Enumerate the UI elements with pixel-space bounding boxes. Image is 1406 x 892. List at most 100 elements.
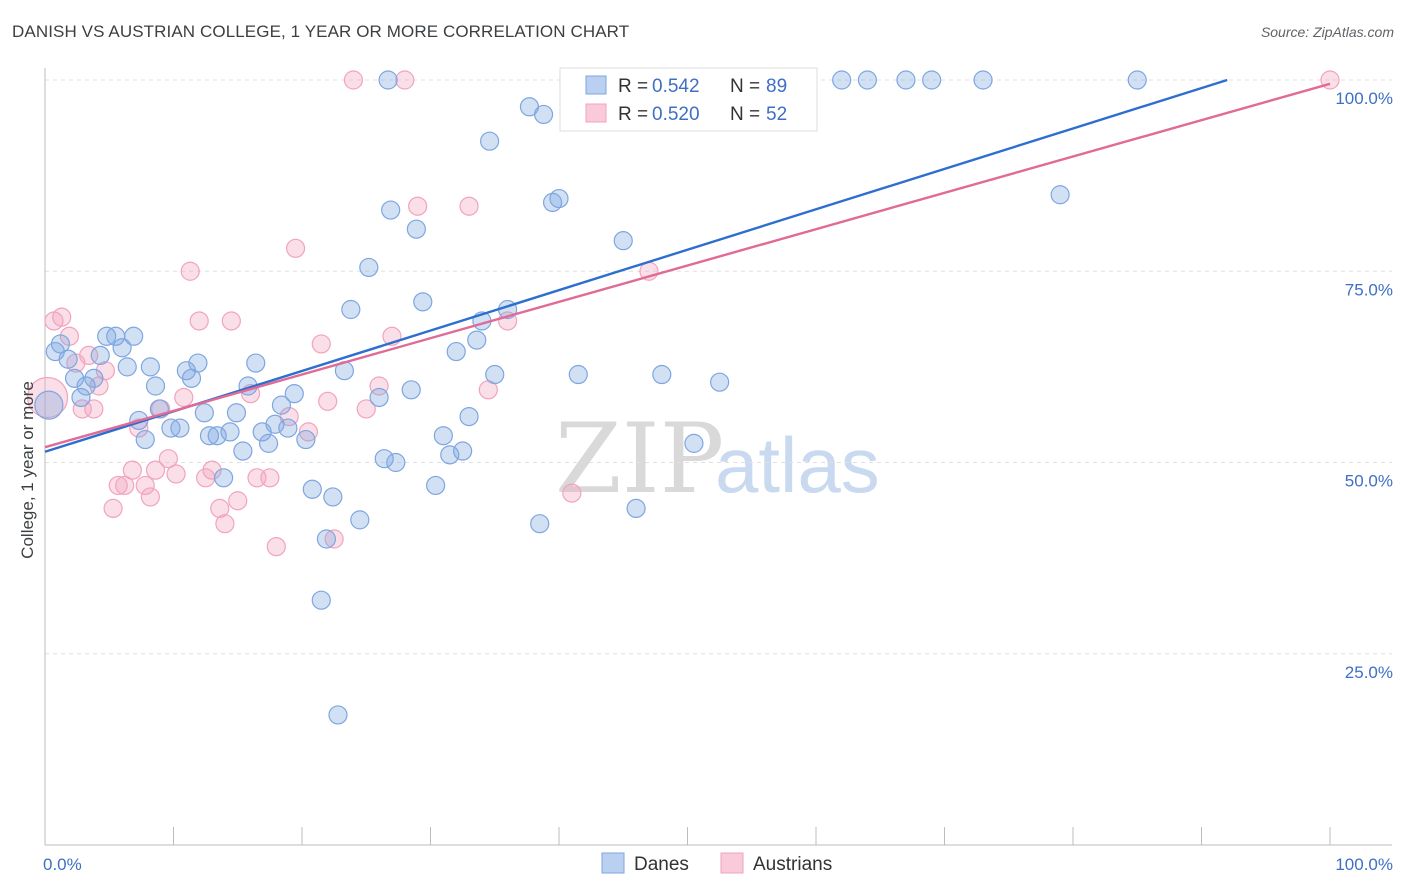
point-danes	[71, 387, 91, 408]
point-austrians	[189, 311, 209, 331]
point-danes	[973, 70, 993, 90]
trend-line-austrians	[44, 82, 1331, 449]
point-danes	[413, 292, 433, 312]
point-danes	[485, 364, 505, 385]
legend-n-label-austrians: N =	[730, 104, 760, 125]
point-austrians	[122, 460, 142, 480]
point-danes	[406, 219, 426, 239]
point-austrians	[408, 196, 428, 216]
point-danes	[271, 395, 292, 415]
point-danes	[359, 257, 379, 278]
point-austrians	[135, 475, 155, 496]
point-danes	[214, 468, 234, 488]
point-danes	[369, 387, 389, 408]
point-austrians	[298, 422, 319, 442]
point-danes	[386, 452, 406, 473]
point-austrians	[324, 529, 344, 549]
point-austrians	[343, 70, 363, 90]
point-danes	[426, 475, 446, 496]
legend-n-value-austrians: 52	[766, 104, 787, 125]
point-danes	[378, 70, 398, 90]
point-danes	[459, 407, 479, 427]
point-danes	[135, 429, 155, 450]
point-austrians	[166, 464, 186, 484]
y-axis-title: College, 1 year or more	[18, 381, 37, 559]
point-danes	[278, 418, 298, 438]
point-danes	[296, 429, 316, 450]
legend-n-value-danes: 89	[766, 76, 787, 97]
x-tick-label: 100.0%	[1335, 855, 1393, 874]
point-danes	[220, 422, 240, 442]
legend-swatch-austrians	[585, 103, 607, 123]
point-danes	[533, 104, 554, 125]
point-danes	[1127, 70, 1147, 90]
bottom-legend-label-austrians: Austrians	[753, 854, 832, 875]
point-danes	[233, 441, 253, 461]
point-danes	[284, 384, 304, 404]
point-austrians	[210, 498, 230, 518]
series-austrians	[26, 70, 1340, 557]
point-danes	[258, 433, 279, 453]
point-danes	[350, 510, 370, 530]
point-austrians	[562, 483, 582, 503]
point-austrians	[221, 311, 241, 331]
point-danes	[170, 418, 190, 438]
point-danes	[323, 487, 343, 507]
point-austrians	[145, 460, 166, 480]
point-austrians	[174, 387, 194, 408]
legend-r-value-danes: 0.542	[652, 76, 700, 97]
point-danes	[453, 441, 473, 461]
bottom-legend-swatch-austrians	[720, 852, 744, 874]
point-danes	[1050, 185, 1070, 205]
legend-swatch-danes	[585, 75, 607, 95]
point-danes	[922, 70, 942, 90]
point-danes	[341, 299, 361, 320]
y-tick-labels: 25.0% 50.0% 75.0% 100.0%	[1335, 89, 1393, 682]
legend-n-label-danes: N =	[730, 76, 760, 97]
watermark-zip: ZIP	[555, 403, 724, 515]
y-tick-label: 75.0%	[1345, 280, 1393, 299]
point-austrians	[260, 468, 280, 488]
point-danes	[480, 131, 500, 151]
point-danes	[549, 188, 569, 209]
point-danes	[433, 426, 453, 446]
point-austrians	[459, 196, 479, 216]
point-danes	[857, 70, 878, 90]
point-danes	[226, 403, 247, 423]
point-austrians	[266, 537, 286, 557]
point-austrians	[318, 391, 338, 411]
point-danes	[64, 368, 85, 388]
y-tick-label: 100.0%	[1335, 89, 1393, 108]
point-danes	[684, 433, 704, 453]
axes	[44, 68, 1392, 846]
point-danes	[328, 705, 348, 725]
point-austrians	[215, 514, 235, 534]
point-austrians	[103, 498, 123, 518]
point-austrians	[311, 334, 331, 354]
point-danes	[145, 376, 166, 396]
trend-line-danes	[44, 78, 1228, 453]
point-danes	[194, 403, 214, 423]
point-austrians	[180, 261, 200, 281]
point-danes	[302, 479, 322, 499]
y-tick-label: 25.0%	[1345, 663, 1393, 682]
point-danes	[613, 231, 633, 251]
bottom-legend-swatch-danes	[601, 852, 625, 874]
legend-r-label-austrians: R =	[618, 104, 648, 125]
point-austrians	[84, 399, 104, 419]
point-danes	[401, 380, 421, 400]
point-danes	[112, 338, 132, 358]
x-tick-labels: 0.0% 100.0%	[43, 855, 1393, 874]
point-austrians	[395, 70, 415, 90]
y-tick-label: 50.0%	[1345, 472, 1393, 491]
legend-r-value-austrians: 0.520	[652, 104, 700, 125]
point-danes	[50, 334, 71, 354]
point-austrians	[356, 399, 376, 419]
trend-lines	[44, 78, 1331, 453]
point-danes	[207, 426, 227, 446]
point-danes	[34, 390, 64, 420]
point-austrians	[285, 238, 306, 258]
point-danes	[117, 357, 137, 377]
point-danes	[188, 353, 208, 373]
